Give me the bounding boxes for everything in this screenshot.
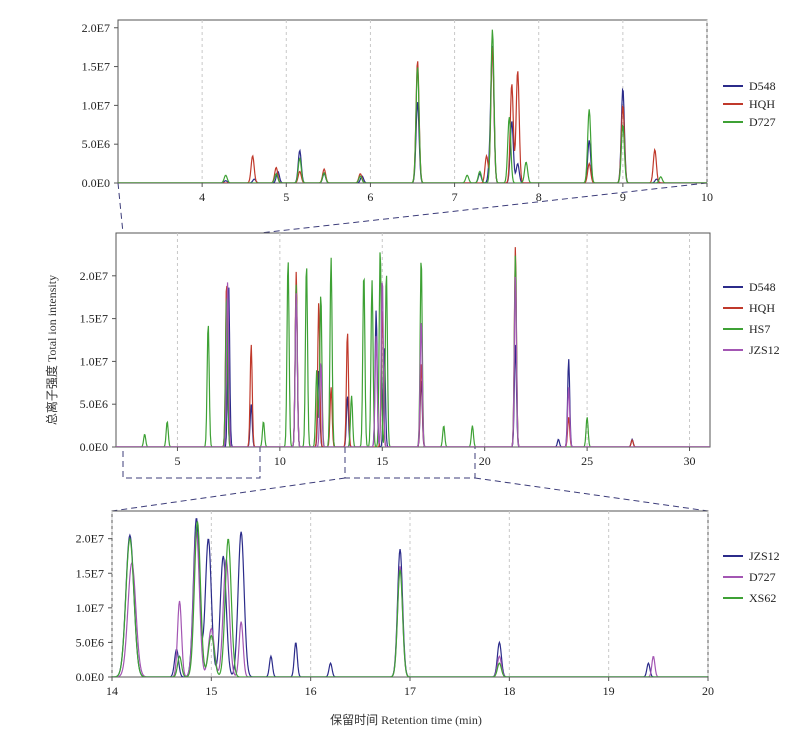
y-tick-label: 1.0E7: [76, 601, 104, 615]
x-tick-label: 4: [199, 190, 205, 204]
x-tick-label: 25: [581, 454, 593, 468]
x-tick-label: 17: [404, 684, 416, 698]
x-tick-label: 30: [684, 454, 696, 468]
y-tick-label: 2.0E7: [76, 532, 104, 546]
y-axis-label: 总离子强度 Total ion intensity: [44, 275, 59, 425]
x-tick-label: 5: [174, 454, 180, 468]
y-tick-label: 0.0E0: [80, 440, 108, 454]
legend-label-hs7: HS7: [749, 322, 770, 336]
legend-label-d727: D727: [749, 115, 776, 129]
y-tick-label: 5.0E6: [76, 635, 104, 649]
y-tick-label: 5.0E6: [82, 137, 110, 151]
y-tick-label: 5.0E6: [80, 397, 108, 411]
y-tick-label: 1.5E7: [80, 312, 108, 326]
chart-panel-top: 4 5 6 7 8 9 10 0.0E0 5.0E6 1.0E7 1.5E7 2.0E7 D548 HQH…: [82, 19, 776, 204]
x-tick-label: 10: [274, 454, 286, 468]
trace-group: [112, 518, 708, 677]
x-tick-label: 16: [305, 684, 317, 698]
x-tick-label: 6: [367, 190, 373, 204]
x-tick-label: 8: [536, 190, 542, 204]
plot-area: [115, 232, 711, 448]
zoom-line-top-right: [259, 182, 708, 234]
legend-label-xs62: XS62: [749, 591, 776, 605]
x-tick-label: 19: [603, 684, 615, 698]
x-tick-label: 20: [702, 684, 714, 698]
series-line-d727: [118, 29, 707, 183]
series-line-xs62: [112, 521, 708, 677]
y-tick-label: 1.5E7: [82, 60, 110, 74]
y-tick-label: 2.0E7: [82, 21, 110, 35]
y-tick-label: 1.0E7: [80, 354, 108, 368]
x-tick-label: 15: [376, 454, 388, 468]
legend-label-d548: D548: [749, 280, 776, 294]
x-tick-label: 9: [620, 190, 626, 204]
legend-label-d727: D727: [749, 570, 776, 584]
x-tick-label: 5: [283, 190, 289, 204]
plot-area: [117, 19, 708, 184]
legend-label-jzs12: JZS12: [749, 549, 780, 563]
trace-group: [118, 29, 707, 183]
x-tick-label: 18: [503, 684, 515, 698]
zoom-line-bottom-left: [111, 477, 346, 512]
x-tick-label: 7: [452, 190, 458, 204]
zoom-line-top-left: [117, 182, 124, 234]
x-tick-label: 14: [106, 684, 118, 698]
y-tick-label: 0.0E0: [82, 176, 110, 190]
y-tick-label: 0.0E0: [76, 670, 104, 684]
y-tick-label: 2.0E7: [80, 269, 108, 283]
x-axis-label: 保留时间 Retention time (min): [330, 713, 482, 727]
chart-panel-middle: 5 10 15 20 25 30 0.0E0 5.0E6 1.0E7 1.5E7 2.0E7 D548…: [80, 232, 780, 468]
legend-label-jzs12: JZS12: [749, 343, 780, 357]
legend-label-hqh: HQH: [749, 97, 775, 111]
x-tick-label: 20: [479, 454, 491, 468]
legend-label-hqh: HQH: [749, 301, 775, 315]
zoom-line-bottom-right: [474, 477, 709, 512]
y-tick-label: 1.0E7: [82, 98, 110, 112]
chart-panel-bottom: 14 15 16 17 18 19 20 0.0E0 5.0E6 1.0E7 1.5E7 2.0E7 J…: [76, 510, 780, 698]
legend-label-d548: D548: [749, 79, 776, 93]
y-tick-label: 1.5E7: [76, 566, 104, 580]
x-tick-label: 15: [205, 684, 217, 698]
x-tick-label: 10: [701, 190, 713, 204]
